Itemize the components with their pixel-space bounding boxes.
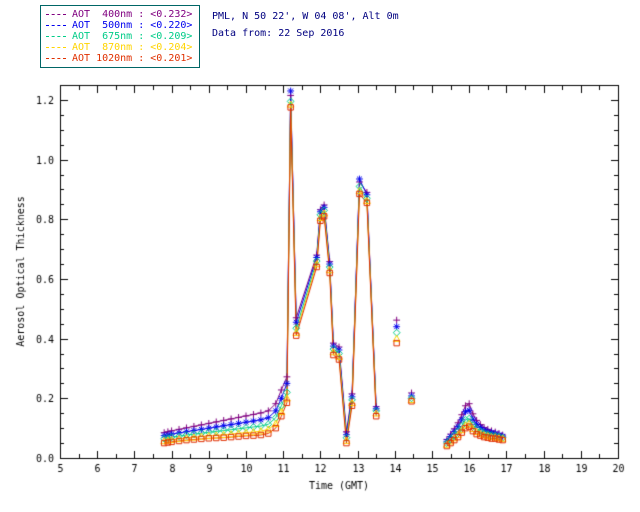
legend-line-sample-400nm [46, 14, 66, 15]
aot-legend: AOT 400nm : <0.232> AOT 500nm : <0.220> … [40, 5, 201, 68]
data-date: Data from: 22 Sep 2016 [212, 28, 345, 39]
legend-line-sample-870nm [46, 47, 66, 48]
legend-item-aot-675nm: AOT 675nm : <0.209> [46, 31, 192, 42]
legend-label-1020nm: AOT 1020nm : <0.201> [72, 53, 193, 64]
legend-item-aot-870nm: AOT 870nm : <0.204> [46, 42, 192, 53]
legend-item-aot-400nm: AOT 400nm : <0.232> [46, 9, 192, 20]
legend-line-sample-675nm [46, 36, 66, 37]
station-info: PML, N 50 22', W 04 08', Alt 0m [212, 11, 399, 22]
legend-label-500nm: AOT 500nm : <0.220> [72, 20, 193, 31]
plot-header: PML, N 50 22', W 04 08', Alt 0m Data fro… [212, 8, 399, 42]
legend-item-aot-500nm: AOT 500nm : <0.220> [46, 20, 192, 31]
legend-line-sample-500nm [46, 25, 66, 26]
legend-line-sample-1020nm [46, 58, 66, 59]
legend-item-aot-1020nm: AOT 1020nm : <0.201> [46, 53, 192, 64]
legend-label-675nm: AOT 675nm : <0.209> [72, 31, 193, 42]
legend-label-870nm: AOT 870nm : <0.204> [72, 42, 193, 53]
legend-label-400nm: AOT 400nm : <0.232> [72, 9, 193, 20]
